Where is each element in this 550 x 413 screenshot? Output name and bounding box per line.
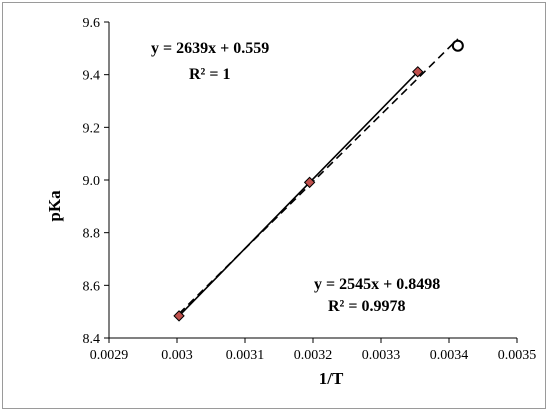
data-point-circle bbox=[451, 39, 464, 52]
axes bbox=[104, 21, 518, 343]
x-tick-label: 0.0029 bbox=[90, 348, 129, 363]
y-tick-label: 8.4 bbox=[83, 332, 101, 347]
y-tick-label: 8.8 bbox=[83, 227, 101, 242]
r-squared-2: R² = 0.9978 bbox=[328, 298, 405, 315]
r-squared-1: R² = 1 bbox=[189, 66, 230, 83]
chart-frame bbox=[2, 2, 546, 409]
x-tick-label: 0.0032 bbox=[294, 348, 333, 363]
trendlines bbox=[178, 38, 459, 317]
y-tick-label: 9.6 bbox=[83, 16, 101, 31]
data-point-diamond bbox=[173, 310, 185, 322]
x-axis-title: 1/T bbox=[319, 369, 344, 388]
x-tick-label: 0.0035 bbox=[498, 348, 537, 363]
equation-2: y = 2545x + 0.8498 bbox=[314, 276, 440, 293]
x-tick-label: 0.003 bbox=[161, 348, 193, 363]
trendline-series-2 bbox=[178, 38, 459, 315]
y-tick-label: 8.6 bbox=[83, 279, 101, 294]
x-tick-label: 0.0033 bbox=[362, 348, 401, 363]
y-axis-title: pKa bbox=[45, 190, 64, 222]
tick-labels: 0.0029 0.003 0.0031 0.0032 0.0033 0.0034 0.003… bbox=[83, 16, 537, 363]
y-tick-label: 9.4 bbox=[83, 69, 101, 84]
y-tick-label: 9.0 bbox=[83, 174, 101, 189]
equation-1: y = 2639x + 0.559 bbox=[151, 40, 269, 57]
y-tick-label: 9.2 bbox=[83, 121, 101, 136]
data-point-diamond bbox=[412, 66, 424, 78]
data-point-diamond bbox=[303, 176, 316, 189]
x-tick-label: 0.0031 bbox=[226, 348, 265, 363]
data-points bbox=[173, 39, 464, 322]
x-tick-label: 0.0034 bbox=[430, 348, 469, 363]
